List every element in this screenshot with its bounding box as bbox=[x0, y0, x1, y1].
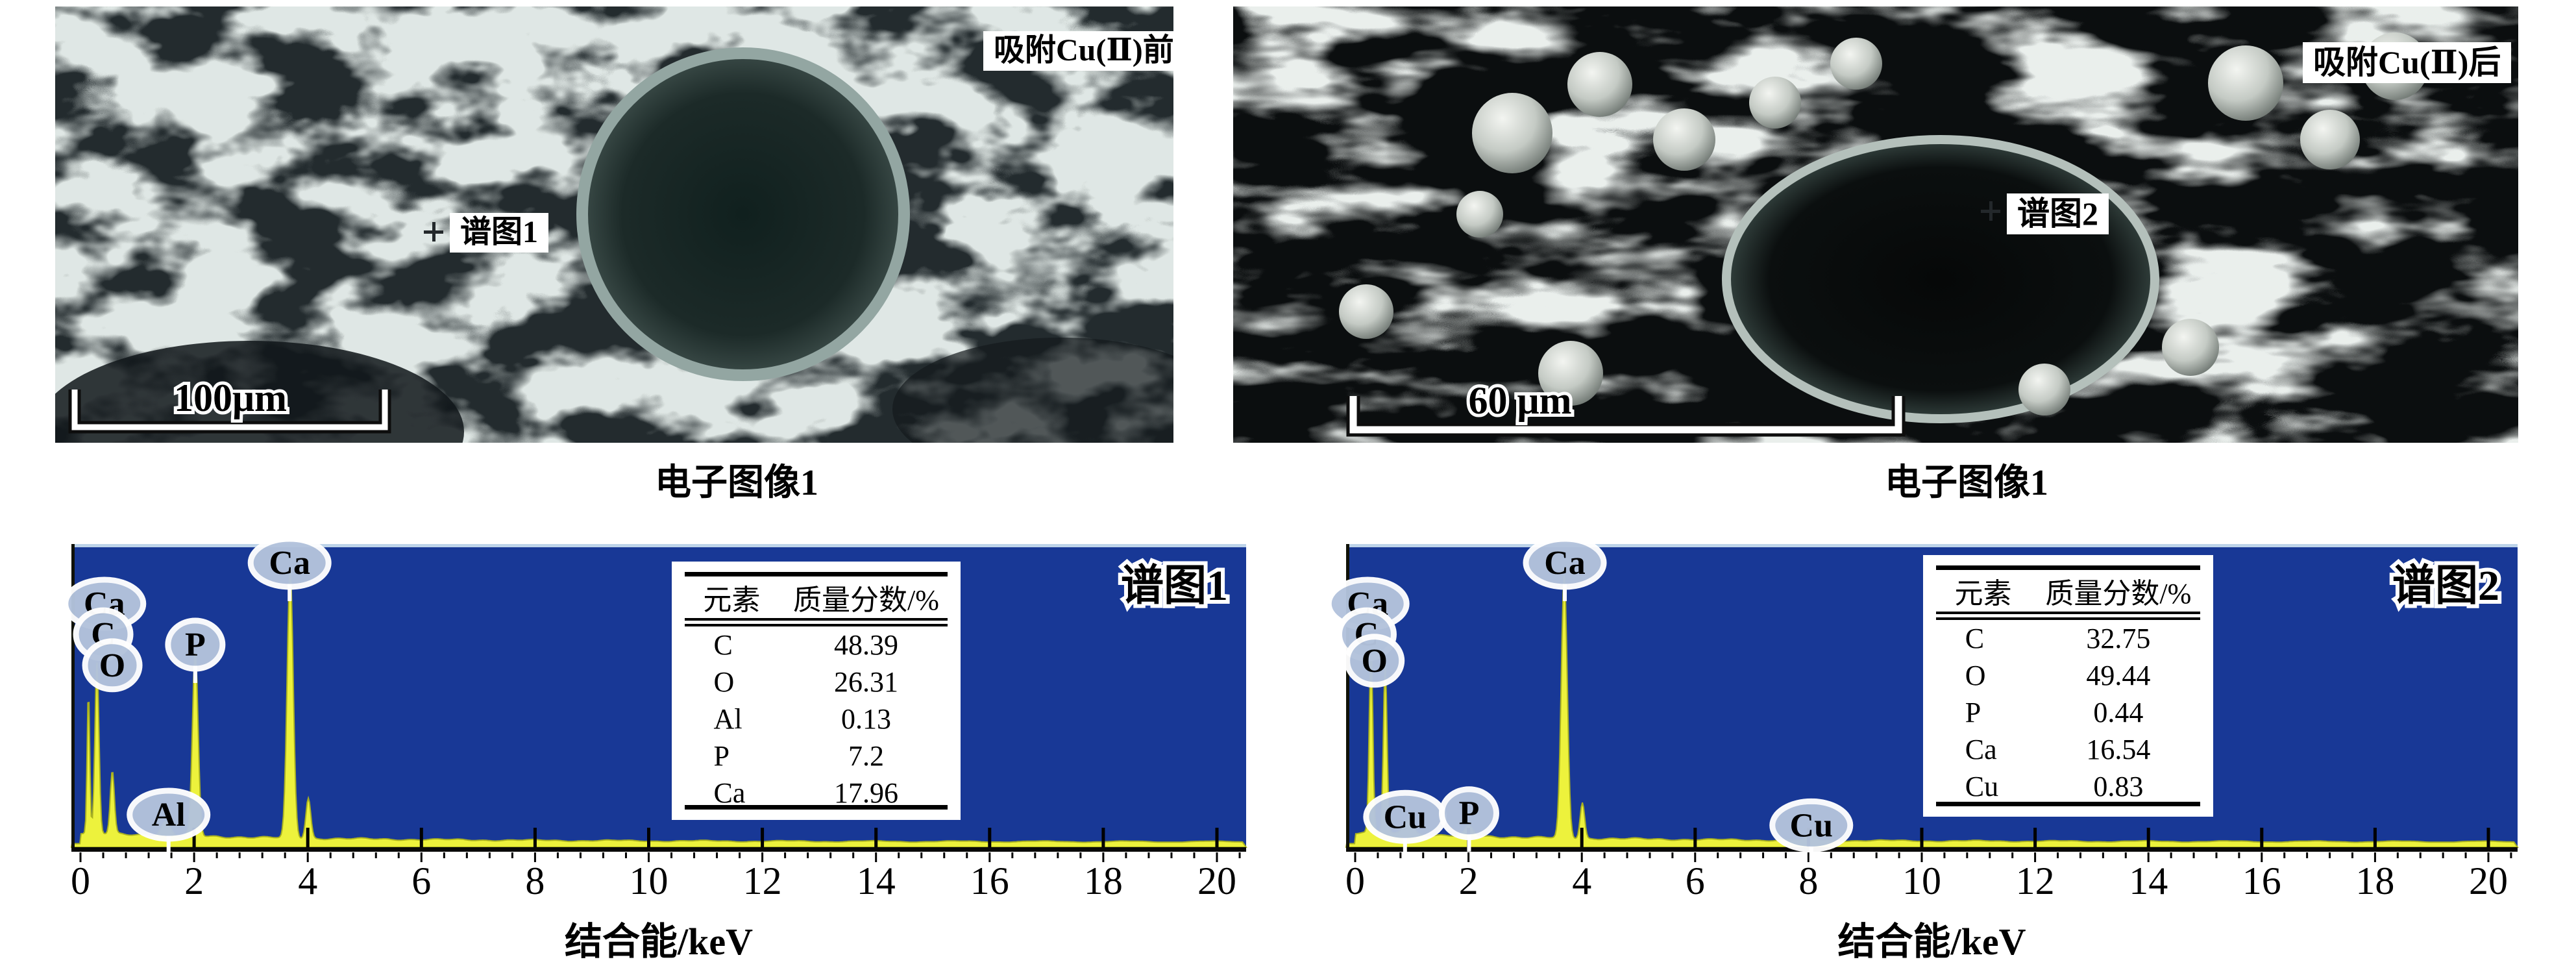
eds-table-row: C 48.39 bbox=[685, 626, 948, 663]
x-tick-label: 12 bbox=[743, 860, 782, 902]
element-peak-label: Cu bbox=[1384, 799, 1427, 836]
x-tick-label: 18 bbox=[1084, 860, 1123, 902]
eds-cell-value: 26.31 bbox=[833, 666, 898, 698]
eds-cell-value: 48.39 bbox=[833, 629, 898, 661]
eds-cell-element: P bbox=[1965, 697, 1981, 728]
x-tick-label: 6 bbox=[411, 860, 431, 902]
eds-cell-value: 17.96 bbox=[833, 777, 898, 809]
sem-condition-label-before: 吸附Cu(Ⅱ)前 bbox=[983, 31, 1173, 71]
eds-table-panel-1: 元素 质量分数/% C 48.39 O 26.31 Al 0.13 P 7.2 Ca 17.96 bbox=[672, 562, 961, 820]
eds-table-row: C 32.75 bbox=[1936, 620, 2200, 657]
element-peak-label: P bbox=[185, 626, 206, 663]
x-tick-label: 16 bbox=[970, 860, 1009, 902]
eds-composition-table-1: 元素 质量分数/% C 48.39 O 26.31 Al 0.13 P 7.2 Ca 17.96 bbox=[685, 572, 948, 810]
eds-table-row: O 26.31 bbox=[685, 663, 948, 700]
scale-bar-text-after: 60 μm bbox=[1469, 379, 1572, 422]
adsorbed-particles bbox=[1339, 32, 2429, 415]
eds-cell-value: 0.13 bbox=[840, 703, 891, 735]
x-tick-label: 0 bbox=[71, 860, 90, 902]
x-tick-label: 14 bbox=[2129, 860, 2168, 902]
caption-electron-image-after: 电子图像1 bbox=[1885, 463, 2048, 503]
eds-table-header-row: 元素 质量分数/% bbox=[1936, 570, 2200, 620]
x-tick-label: 8 bbox=[525, 860, 545, 902]
eds-table-row: Cu 0.83 bbox=[1936, 768, 2200, 805]
eds-cell-element: O bbox=[713, 666, 735, 698]
x-tick-label: 6 bbox=[1686, 860, 1705, 902]
eds-spot-label-1: 谱图1 bbox=[450, 213, 549, 253]
eds-cell-value: 16.54 bbox=[2086, 734, 2151, 765]
element-peak-label: Cu bbox=[1790, 807, 1833, 844]
x-tick-label: 2 bbox=[1459, 860, 1478, 902]
x-tick-label: 4 bbox=[1572, 860, 1591, 902]
eds-cell-value: 0.44 bbox=[2093, 697, 2144, 728]
x-tick-label: 20 bbox=[2469, 860, 2508, 902]
x-tick-label: 4 bbox=[298, 860, 317, 902]
eds-spot-label-2: 谱图2 bbox=[2007, 193, 2109, 234]
eds-cell-element: P bbox=[713, 740, 730, 772]
x-tick-label: 16 bbox=[2242, 860, 2281, 902]
eds-cell-element: O bbox=[1965, 660, 1986, 691]
x-tick-label: 14 bbox=[857, 860, 896, 902]
eds-cell-element: Ca bbox=[713, 777, 746, 809]
x-tick-label: 2 bbox=[184, 860, 204, 902]
sem-micrograph-after: 吸附Cu(Ⅱ)后 谱图2 60 μm bbox=[1233, 6, 2518, 443]
eds-header-element: 元素 bbox=[703, 584, 761, 616]
eds-cell-element: Al bbox=[713, 703, 742, 735]
x-tick-label: 10 bbox=[1902, 860, 1941, 902]
x-tick-label: 20 bbox=[1197, 860, 1236, 902]
sem-condition-label-after: 吸附Cu(Ⅱ)后 bbox=[2303, 42, 2512, 83]
eds-cell-element: C bbox=[713, 629, 733, 661]
element-peak-label: O bbox=[99, 647, 125, 684]
spectrum-corner-title: 谱图1 bbox=[1121, 562, 1228, 610]
eds-table-row: Ca 17.96 bbox=[685, 774, 948, 811]
x-axis-title: 结合能/keV bbox=[1837, 921, 2026, 963]
eds-cell-element: Ca bbox=[1965, 734, 1997, 765]
eds-cell-element: Cu bbox=[1965, 771, 1999, 802]
eds-header-mass-fraction: 质量分数/% bbox=[2045, 578, 2192, 610]
caption-electron-image-before: 电子图像1 bbox=[655, 463, 818, 503]
x-tick-label: 0 bbox=[1345, 860, 1365, 902]
element-peak-label: Al bbox=[152, 797, 186, 834]
x-tick-label: 12 bbox=[2016, 860, 2055, 902]
eds-cell-value: 7.2 bbox=[848, 740, 884, 772]
eds-spot-marker-icon bbox=[424, 222, 443, 242]
eds-cell-value: 32.75 bbox=[2086, 623, 2151, 654]
element-peak-label: O bbox=[1361, 643, 1387, 680]
scale-bar-before: 100μm bbox=[68, 373, 391, 434]
eds-cell-element: C bbox=[1965, 623, 1985, 654]
eds-cell-value: 49.44 bbox=[2086, 660, 2151, 691]
eds-table-row: Ca 16.54 bbox=[1936, 731, 2200, 768]
eds-header-mass-fraction: 质量分数/% bbox=[792, 584, 939, 616]
eds-table-row: P 7.2 bbox=[685, 737, 948, 774]
x-axis-title: 结合能/keV bbox=[565, 921, 753, 963]
eds-composition-table-2: 元素 质量分数/% C 32.75 O 49.44 P 0.44 Ca 16.54 Cu 0.83 bbox=[1936, 565, 2200, 806]
element-peak-label: P bbox=[1459, 795, 1480, 832]
spectrum-corner-title: 谱图2 bbox=[2392, 562, 2499, 610]
eds-table-row: P 0.44 bbox=[1936, 694, 2200, 731]
element-peak-label: Ca bbox=[269, 545, 310, 582]
x-tick-label: 18 bbox=[2355, 860, 2394, 902]
eds-cell-value: 0.83 bbox=[2093, 771, 2144, 802]
x-tick-label: 8 bbox=[1798, 860, 1818, 902]
eds-table-header-row: 元素 质量分数/% bbox=[685, 576, 948, 626]
x-tick-label: 10 bbox=[630, 860, 669, 902]
eds-table-row: Al 0.13 bbox=[685, 700, 948, 737]
element-peak-label: Ca bbox=[1544, 545, 1586, 582]
eds-spot-marker-icon bbox=[1981, 201, 2000, 221]
eds-table-row: O 49.44 bbox=[1936, 657, 2200, 694]
scale-bar-after: 60 μm bbox=[1346, 376, 1906, 437]
scale-bar-text-before: 100μm bbox=[174, 377, 287, 419]
sem-texture-before bbox=[55, 6, 1173, 443]
eds-header-element: 元素 bbox=[1954, 578, 2012, 610]
sem-micrograph-before: 吸附Cu(Ⅱ)前 谱图1 100μm bbox=[55, 6, 1173, 443]
eds-table-panel-2: 元素 质量分数/% C 32.75 O 49.44 P 0.44 Ca 16.54 Cu 0.83 bbox=[1923, 555, 2213, 817]
